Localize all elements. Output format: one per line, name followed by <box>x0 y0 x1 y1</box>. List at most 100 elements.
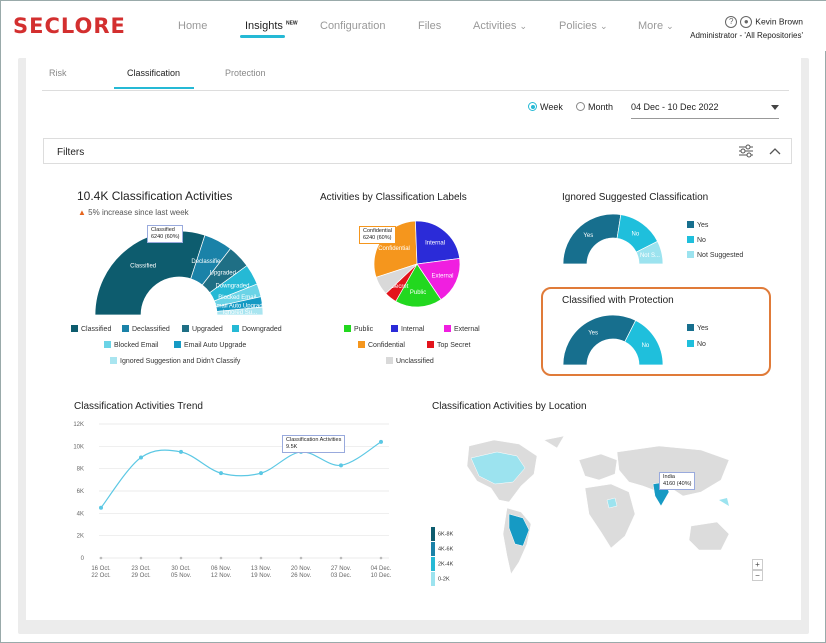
pie-slice-public[interactable] <box>395 263 442 308</box>
legend-label: Not Suggested <box>697 252 744 259</box>
classified-protection-card: Classified with Protection Yes No Yes No <box>541 287 771 376</box>
legend-item[interactable]: Email Auto Upgrade <box>174 341 246 349</box>
tab-risk[interactable]: Risk <box>49 68 67 78</box>
map-legend-item: 4K-6K <box>431 542 453 556</box>
data-point[interactable] <box>259 471 263 476</box>
world-map[interactable] <box>439 426 749 586</box>
donut-slice-not-suggested[interactable] <box>635 240 663 265</box>
legend-swatch <box>687 340 694 347</box>
pie-slice-external[interactable] <box>416 258 461 301</box>
nav-more[interactable]: More ⌄ <box>638 20 674 32</box>
usa-region <box>470 451 526 485</box>
legend-item[interactable]: No <box>687 236 706 244</box>
legend-item[interactable]: External <box>444 325 480 333</box>
legend-item[interactable]: Yes <box>687 324 708 332</box>
slice-label: Email Auto Upgrade <box>213 303 264 309</box>
slice-label: Blocked Email <box>218 295 256 301</box>
map-legend-swatch <box>431 527 435 541</box>
data-point[interactable] <box>379 439 383 444</box>
help-icon[interactable]: ? <box>725 16 738 28</box>
x-tick-label: 26 Nov. <box>291 573 312 579</box>
tooltip-value: 9.5K <box>286 444 298 450</box>
legend-label: Downgraded <box>242 326 282 333</box>
australia <box>688 521 730 551</box>
data-point[interactable] <box>99 505 103 510</box>
map-legend-item: 0-2K <box>431 572 450 586</box>
x-tick-label: 23 Oct. <box>131 566 151 572</box>
legend-item[interactable]: Upgraded <box>182 325 223 333</box>
zoom-in-button[interactable]: + <box>752 559 763 570</box>
legend-swatch <box>174 341 181 348</box>
legend-item[interactable]: Declassified <box>122 325 170 333</box>
nav-insights[interactable]: Insights NEW <box>245 20 298 32</box>
pie-slice-unclassified[interactable] <box>375 263 418 295</box>
period-week-radio[interactable]: Week <box>528 102 563 112</box>
nav-more-label: More <box>638 20 664 32</box>
card-title: Ignored Suggested Classification <box>562 192 709 203</box>
user-role: Administrator - 'All Repositories' <box>690 31 803 40</box>
nav-configuration[interactable]: Configuration <box>320 20 386 32</box>
nav-activities[interactable]: Activities ⌄ <box>473 20 527 32</box>
legend-item[interactable]: Ignored Suggestion and Didn't Classify <box>110 357 240 365</box>
x-tick-label: 06 Nov. <box>211 566 232 572</box>
filters-bar[interactable]: Filters <box>43 138 792 164</box>
asia-region <box>719 498 729 506</box>
legend-swatch <box>358 341 365 348</box>
card-title: Classification Activities by Location <box>432 401 587 412</box>
legend-label: Confidential <box>368 342 405 349</box>
legend-item[interactable]: Classified <box>71 325 111 333</box>
map-legend-swatch <box>431 542 435 556</box>
donut-slice-yes[interactable] <box>563 314 637 366</box>
seclore-logo[interactable]: SECLORE <box>13 14 126 38</box>
tooltip-label: Confidential <box>363 228 393 234</box>
donut-slice-classified[interactable] <box>94 230 206 316</box>
data-point[interactable] <box>179 449 183 454</box>
filter-settings-icon[interactable] <box>738 144 754 158</box>
legend-item[interactable]: Internal <box>391 325 424 333</box>
legend-item[interactable]: Public <box>344 325 373 333</box>
period-month-label: Month <box>588 102 614 112</box>
legend-item[interactable]: Top Secret <box>427 341 470 349</box>
africa-region <box>606 497 618 509</box>
data-point[interactable] <box>139 455 143 460</box>
radio-unselected-icon <box>576 102 585 111</box>
chevron-down-icon: ⌄ <box>519 21 528 31</box>
nav-files[interactable]: Files <box>418 20 442 32</box>
donut-tooltip: Classified 6240 (60%) <box>147 225 184 243</box>
pie-slice-internal[interactable] <box>415 220 461 265</box>
tab-protection[interactable]: Protection <box>225 68 266 78</box>
slice-label: Secret <box>391 284 409 290</box>
nav-policies[interactable]: Policies ⌄ <box>559 20 608 32</box>
tab-divider <box>42 90 789 91</box>
legend-item[interactable]: Yes <box>687 221 708 229</box>
x-tick-label: 12 Nov. <box>211 573 232 579</box>
user-menu[interactable]: ? ● Kevin Brown Administrator - 'All Repos… <box>690 16 803 40</box>
nav-home[interactable]: Home <box>178 20 208 32</box>
card-title: Classification Activities Trend <box>74 401 203 412</box>
data-point[interactable] <box>339 463 343 468</box>
slice-label: Classified <box>130 264 156 270</box>
ignored-suggested-card: Ignored Suggested Classification Yes No No… <box>541 183 771 276</box>
zoom-out-button[interactable]: − <box>752 570 763 581</box>
chevron-up-icon[interactable] <box>769 146 781 156</box>
legend-item[interactable]: Downgraded <box>232 325 282 333</box>
x-tick-label: 10 Dec. <box>371 573 392 579</box>
date-range-select[interactable]: 04 Dec - 10 Dec 2022 <box>631 102 779 119</box>
tab-classification[interactable]: Classification <box>127 68 181 78</box>
date-range-value: 04 Dec - 10 Dec 2022 <box>631 102 719 112</box>
user-avatar-icon[interactable]: ● <box>740 16 753 28</box>
legend-item[interactable]: Confidential <box>358 341 405 349</box>
legend-swatch <box>427 341 434 348</box>
y-tick-label: 0 <box>81 556 85 562</box>
donut-slice-ignored-suggestion-and-didn-t-classify[interactable] <box>216 306 264 316</box>
legend-item[interactable]: No <box>687 340 706 348</box>
map-legend-item: 6K-8K <box>431 527 453 541</box>
data-point[interactable] <box>219 471 223 476</box>
x-axis-marker <box>339 556 343 560</box>
legend-item[interactable]: Not Suggested <box>687 251 743 259</box>
asia <box>616 445 730 497</box>
legend-item[interactable]: Unclassified <box>386 357 434 365</box>
legend-item[interactable]: Blocked Email <box>104 341 158 349</box>
period-month-radio[interactable]: Month <box>576 102 613 112</box>
